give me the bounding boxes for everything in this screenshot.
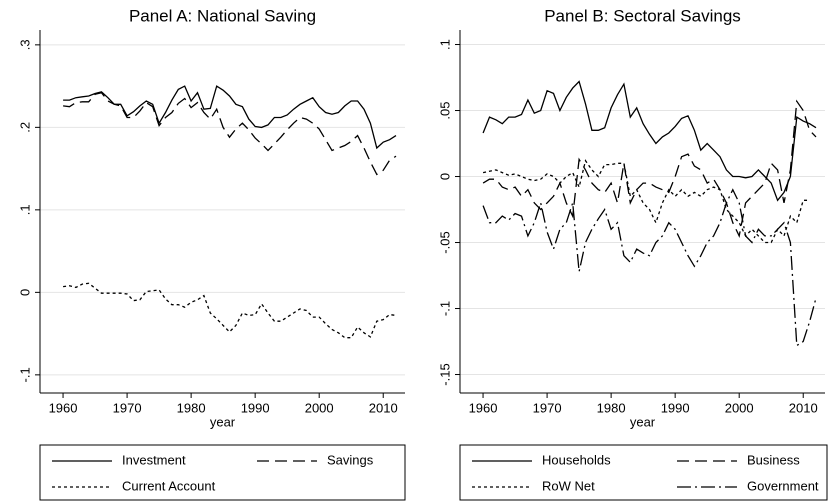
y-tick-label: .1 — [17, 204, 32, 215]
x-tick-label: 1960 — [469, 400, 498, 415]
series-line — [482, 159, 810, 244]
y-tick-label: .1 — [437, 39, 452, 50]
x-tick-label: 1980 — [597, 400, 626, 415]
x-tick-label: 1970 — [113, 400, 142, 415]
legend-label: Investment — [122, 452, 186, 467]
y-tick-label: -.05 — [437, 231, 452, 253]
x-tick-label: 1990 — [241, 400, 270, 415]
series-line — [63, 282, 397, 339]
x-tick-label: 1970 — [533, 400, 562, 415]
y-tick-label: .2 — [17, 122, 32, 133]
y-tick-label: 0 — [437, 173, 452, 180]
series-line — [482, 188, 817, 347]
legend-label: Current Account — [122, 478, 216, 493]
y-tick-label: .05 — [437, 101, 452, 119]
legend-label: Households — [542, 452, 611, 467]
legend-box — [459, 444, 828, 501]
legend-label: Savings — [327, 452, 374, 467]
series-line — [482, 80, 817, 202]
legend-label: Business — [747, 452, 800, 467]
legend-label: RoW Net — [542, 478, 595, 493]
y-tick-label: 0 — [17, 289, 32, 296]
y-tick-label: -.15 — [437, 363, 452, 385]
legend-box — [39, 444, 406, 501]
y-tick-label: -.1 — [17, 367, 32, 382]
x-axis-label: year — [210, 414, 236, 429]
x-tick-label: 2000 — [725, 400, 754, 415]
chart-title: Panel B: Sectoral Savings — [544, 6, 741, 25]
chart-title: Panel A: National Saving — [129, 6, 316, 25]
y-tick-label: -.1 — [437, 301, 452, 316]
x-tick-label: 2010 — [369, 400, 398, 415]
series-line — [63, 91, 397, 176]
series-line — [63, 85, 397, 150]
x-tick-label: 1980 — [177, 400, 206, 415]
x-tick-label: 2010 — [789, 400, 818, 415]
x-axis-label: year — [630, 414, 656, 429]
x-tick-label: 1960 — [49, 400, 78, 415]
legend-label: Government — [747, 478, 819, 493]
x-tick-label: 2000 — [305, 400, 334, 415]
series-line — [482, 99, 817, 238]
x-tick-label: 1990 — [661, 400, 690, 415]
y-tick-label: .3 — [17, 39, 32, 50]
